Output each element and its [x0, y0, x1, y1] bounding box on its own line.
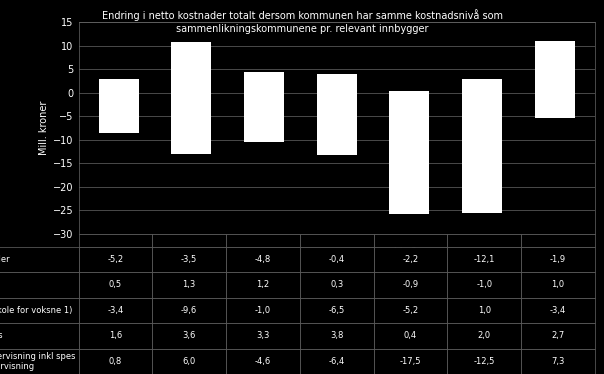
Text: sammenlikningskommunene pr. relevant innbygger: sammenlikningskommunene pr. relevant inn…: [176, 24, 428, 34]
Bar: [390, 91, 429, 214]
Text: Endring i netto kostnader totalt dersom kommunen har samme kostnadsnivå som: Endring i netto kostnader totalt dersom …: [101, 9, 503, 21]
Y-axis label: Mill. kroner: Mill. kroner: [39, 101, 49, 155]
Bar: [462, 79, 502, 213]
Bar: [98, 79, 138, 133]
Bar: [172, 42, 211, 154]
Bar: [316, 74, 357, 155]
Bar: [244, 72, 284, 142]
Bar: [535, 41, 575, 118]
